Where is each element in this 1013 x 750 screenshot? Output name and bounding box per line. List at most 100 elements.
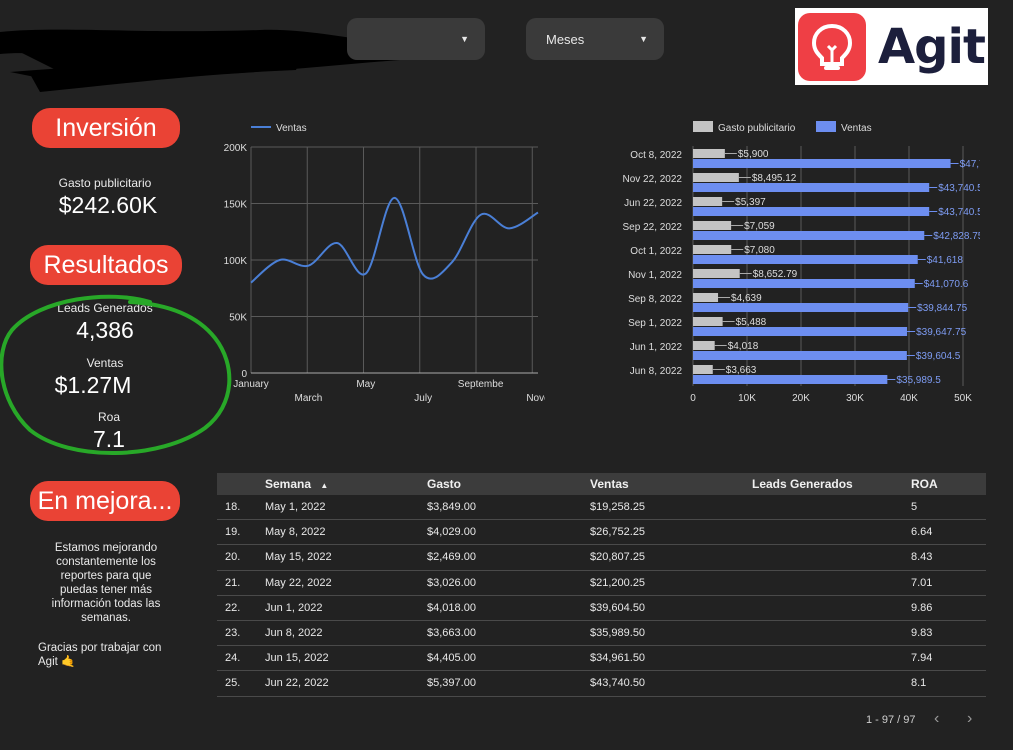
ventas-line-chart: Ventas 0 50K 100K 150K 200K January March May Jul… bbox=[224, 123, 545, 404]
gasto-data-label: $7,059 bbox=[744, 221, 775, 232]
col-header-gasto[interactable]: Gasto bbox=[427, 477, 462, 491]
gasto-bar bbox=[693, 293, 719, 302]
table-cell: May 8, 2022 bbox=[265, 526, 326, 539]
category-label: Sep 8, 2022 bbox=[628, 294, 682, 305]
table-row: 24. Jun 15, 2022 $4,405.00 $34,961.50 7.94 bbox=[217, 646, 986, 672]
table-cell: Jun 1, 2022 bbox=[265, 601, 323, 614]
date-range-dropdown[interactable]: ▼ bbox=[347, 18, 485, 60]
gasto-ventas-bar-chart: Gasto publicitario Ventas 0 10K 20K 30K 40K 50K… bbox=[623, 121, 980, 404]
col-header-ventas[interactable]: Ventas bbox=[590, 477, 629, 491]
ventas-data-label: $39,647.75 bbox=[916, 327, 966, 338]
period-dropdown-value: Meses bbox=[546, 31, 585, 47]
table-row: 22. Jun 1, 2022 $4,018.00 $39,604.50 9.86 bbox=[217, 596, 986, 621]
table-cell: 18. bbox=[225, 501, 241, 514]
gasto-data-label: $4,018 bbox=[728, 341, 759, 352]
ventas-bar bbox=[693, 375, 888, 384]
category-label: Oct 1, 2022 bbox=[630, 246, 682, 257]
mejora-line: Estamos mejorando bbox=[54, 542, 158, 554]
x-tick-label: Nove bbox=[526, 393, 545, 404]
gasto-bar bbox=[693, 317, 723, 326]
x-tick-label: 10K bbox=[738, 393, 756, 404]
table-cell: $20,807.25 bbox=[590, 551, 646, 564]
inversion-pill: Inversión bbox=[32, 108, 180, 148]
x-tick-label: 20K bbox=[792, 393, 810, 404]
gasto-bar bbox=[693, 245, 732, 254]
ventas-data-label: $42,828.75 bbox=[933, 231, 980, 242]
y-tick-label: 0 bbox=[241, 369, 247, 380]
x-tick-label: July bbox=[414, 393, 432, 404]
mejora-line: puedas tener más bbox=[59, 584, 153, 596]
gasto-label: Gasto publicitario bbox=[58, 176, 152, 190]
period-dropdown[interactable]: Meses ▼ bbox=[526, 18, 664, 60]
ventas-bar bbox=[693, 231, 925, 240]
table-cell: $39,604.50 bbox=[590, 601, 646, 614]
ventas-bar bbox=[693, 351, 907, 360]
category-label: Sep 1, 2022 bbox=[628, 318, 682, 329]
ventas-bar bbox=[693, 327, 908, 336]
logo-wordmark: Agit bbox=[878, 18, 986, 75]
table-cell: 19. bbox=[225, 526, 241, 539]
ventas-bar bbox=[693, 159, 951, 168]
col-header-leads[interactable]: Leads Generados bbox=[752, 477, 853, 491]
table-cell: May 1, 2022 bbox=[265, 501, 326, 514]
gracias-line: Agit 🤙 bbox=[38, 656, 76, 668]
table-cell: $35,989.50 bbox=[590, 627, 646, 640]
table-cell: Jun 22, 2022 bbox=[265, 677, 329, 690]
table-cell: 23. bbox=[225, 627, 241, 640]
redacted-title-scribble bbox=[0, 29, 430, 92]
table-row: 21. May 22, 2022 $3,026.00 $21,200.25 7.01 bbox=[217, 571, 986, 596]
pagination-label: 1 - 97 / 97 bbox=[866, 714, 916, 726]
next-page-button[interactable]: › bbox=[967, 710, 973, 727]
col-header-semana[interactable]: Semana ▲ bbox=[265, 477, 427, 491]
table-row: 18. May 1, 2022 $3,849.00 $19,258.25 5 bbox=[217, 495, 986, 521]
weekly-table: Semana ▲ Gasto Ventas Leads Generados RO… bbox=[217, 473, 986, 709]
highlight-circle bbox=[0, 294, 232, 455]
table-cell: $5,397.00 bbox=[427, 677, 476, 690]
table-row: 23. Jun 8, 2022 $3,663.00 $35,989.50 9.83 bbox=[217, 621, 986, 647]
table-cell: $3,849.00 bbox=[427, 501, 476, 514]
ventas-label: Ventas bbox=[86, 356, 124, 370]
y-tick-label: 50K bbox=[229, 313, 247, 324]
table-cell: Jun 15, 2022 bbox=[265, 652, 329, 665]
table-cell: 5 bbox=[911, 501, 918, 514]
gasto-bar bbox=[693, 173, 739, 182]
gasto-data-label: $8,652.79 bbox=[753, 269, 798, 280]
table-cell: May 22, 2022 bbox=[265, 576, 332, 589]
table-cell: 9.83 bbox=[911, 627, 933, 640]
mejora-line: reportes para que bbox=[60, 570, 152, 582]
gasto-bar bbox=[693, 149, 725, 158]
table-cell: 8.1 bbox=[911, 677, 927, 690]
category-label: Jun 8, 2022 bbox=[630, 366, 683, 377]
table-cell: 25. bbox=[225, 677, 241, 690]
ventas-bar bbox=[693, 183, 930, 192]
table-cell: 7.94 bbox=[911, 652, 933, 665]
table-cell: $3,663.00 bbox=[427, 627, 476, 640]
gasto-data-label: $8,495.12 bbox=[752, 173, 797, 184]
sort-asc-icon: ▲ bbox=[320, 481, 329, 490]
category-label: Oct 8, 2022 bbox=[630, 150, 682, 161]
ventas-data-label: $35,989.5 bbox=[896, 375, 941, 386]
ventas-bar bbox=[693, 279, 915, 288]
leads-value: 4,386 bbox=[76, 317, 134, 343]
table-cell: Jun 8, 2022 bbox=[265, 627, 323, 640]
table-header: Semana ▲ Gasto Ventas Leads Generados RO… bbox=[217, 473, 986, 495]
x-tick-label: 0 bbox=[690, 393, 696, 404]
table-row: 25. Jun 22, 2022 $5,397.00 $43,740.50 8.1 bbox=[217, 671, 986, 697]
table-cell: $19,258.25 bbox=[590, 501, 646, 514]
x-tick-label: January bbox=[233, 379, 269, 390]
prev-page-button[interactable]: ‹ bbox=[934, 710, 940, 727]
table-cell: 8.43 bbox=[911, 551, 933, 564]
gasto-bar bbox=[693, 269, 740, 278]
chevron-down-icon: ▼ bbox=[460, 34, 469, 44]
gasto-data-label: $5,488 bbox=[736, 317, 767, 328]
legend-label-ventas: Ventas bbox=[276, 123, 307, 134]
gracias-line: Gracias por trabajar con bbox=[38, 642, 162, 654]
ventas-series-line bbox=[250, 196, 539, 284]
x-tick-label: 50K bbox=[954, 393, 972, 404]
gasto-data-label: $3,663 bbox=[726, 365, 757, 376]
legend-label-gasto: Gasto publicitario bbox=[718, 123, 796, 134]
chevron-down-icon: ▼ bbox=[639, 34, 648, 44]
table-cell: 24. bbox=[225, 652, 241, 665]
category-label: Jun 1, 2022 bbox=[630, 342, 683, 353]
col-header-roa[interactable]: ROA bbox=[911, 477, 938, 491]
